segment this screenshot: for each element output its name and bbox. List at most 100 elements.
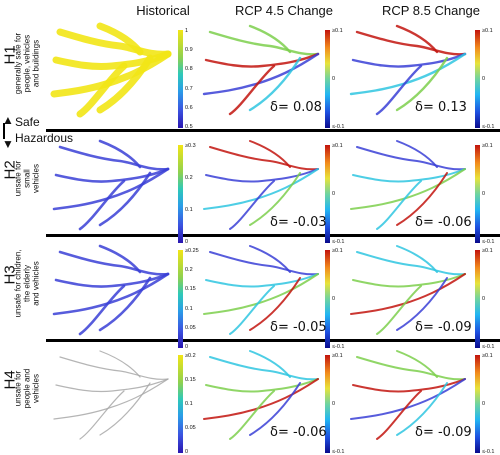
colorbar-tick-label: ≤-0.1 bbox=[332, 124, 345, 130]
river-branch bbox=[210, 252, 318, 274]
river-branch bbox=[357, 357, 465, 379]
colorbar-tick-label: 0.7 bbox=[185, 86, 193, 92]
river-branch bbox=[210, 32, 318, 54]
colorbar-tick-label: 0.05 bbox=[185, 325, 196, 331]
row-description-h3: unsafe for children, the elderly and vehic… bbox=[14, 249, 41, 319]
delta-value-rcp45: δ= -0.05 bbox=[270, 320, 327, 335]
row-description-line: unsafe for bbox=[14, 354, 23, 424]
river-branch bbox=[80, 391, 124, 439]
river-branch bbox=[60, 252, 168, 274]
row-description-h4: unsafe for people and vehicles bbox=[14, 354, 41, 424]
colorbar-tick-label: 0 bbox=[482, 296, 485, 302]
delta-value-rcp45: δ= -0.03 bbox=[270, 215, 327, 230]
colorbar-tick-label: ≤-0.1 bbox=[482, 344, 495, 350]
colorbar-h2-historical bbox=[178, 145, 183, 243]
colorbar-tick-label: ≥0.25 bbox=[185, 248, 199, 254]
colorbar-tick-label: 0 bbox=[482, 401, 485, 407]
safe-label: Safe bbox=[15, 115, 40, 129]
colorbar-h3-historical bbox=[178, 250, 183, 348]
colorbar-tick-label: ≥0.1 bbox=[482, 143, 493, 149]
row-description-line: small bbox=[23, 144, 32, 214]
row-description-line: unsafe for bbox=[14, 144, 23, 214]
colorbar-tick-label: ≥0.1 bbox=[332, 28, 343, 34]
row-description-h2: unsafe for small vehicles bbox=[14, 144, 41, 214]
colorbar-h3-rcp85 bbox=[475, 250, 480, 348]
colorbar-tick-label: 0 bbox=[185, 449, 188, 455]
colorbar-h2-rcp85 bbox=[475, 145, 480, 243]
colorbar-h1-rcp85 bbox=[475, 30, 480, 128]
colorbar-tick-label: ≥0.1 bbox=[482, 353, 493, 359]
river-branch bbox=[210, 147, 318, 169]
row-description-line: unsafe for children, bbox=[14, 249, 23, 319]
row-description-line: people and bbox=[23, 354, 32, 424]
map-panel-h4-historical bbox=[40, 343, 180, 443]
colorbar-tick-label: 0 bbox=[185, 239, 188, 245]
river-branch bbox=[210, 357, 318, 379]
colorbar-tick-label: ≥0.1 bbox=[332, 353, 343, 359]
river-branch bbox=[60, 147, 168, 169]
colorbar-tick-label: ≥0.1 bbox=[332, 248, 343, 254]
river-branch bbox=[230, 181, 274, 229]
river-branch bbox=[100, 351, 140, 377]
delta-value-rcp45: δ= 0.08 bbox=[270, 100, 322, 115]
colorbar-tick-label: 0 bbox=[332, 76, 335, 82]
map-panel-h1-historical bbox=[40, 18, 180, 118]
colorbar-tick-label: ≥0.3 bbox=[185, 143, 196, 149]
colorbar-tick-label: 0.2 bbox=[185, 175, 193, 181]
river-branch bbox=[357, 252, 465, 274]
separator-row3-row4 bbox=[46, 339, 500, 342]
colorbar-tick-label: ≥0.1 bbox=[332, 143, 343, 149]
map-panel-h3-historical bbox=[40, 238, 180, 338]
colorbar-tick-label: 0 bbox=[482, 76, 485, 82]
colorbar-tick-label: 0.15 bbox=[185, 377, 196, 383]
delta-value-rcp85: δ= -0.06 bbox=[415, 215, 472, 230]
colorbar-tick-label: 0.1 bbox=[185, 306, 193, 312]
colorbar-tick-label: 0.15 bbox=[185, 286, 196, 292]
separator-safe-hazard bbox=[46, 129, 500, 132]
row-description-h1: generally safe for people, vehicles and bu… bbox=[14, 29, 41, 99]
colorbar-tick-label: 0.2 bbox=[185, 267, 193, 273]
column-title-rcp85: RCP 8.5 Change bbox=[356, 3, 500, 18]
colorbar-tick-label: 0 bbox=[332, 296, 335, 302]
map-panel-h2-historical bbox=[40, 133, 180, 233]
colorbar-tick-label: ≤-0.1 bbox=[332, 449, 345, 455]
separator-row2-row3 bbox=[46, 234, 500, 237]
river-branch bbox=[357, 147, 465, 169]
row-description-line: the elderly bbox=[23, 249, 32, 319]
colorbar-h1-historical bbox=[178, 30, 183, 128]
river-branch bbox=[230, 391, 274, 439]
colorbar-tick-label: ≤-0.1 bbox=[482, 239, 495, 245]
delta-value-rcp85: δ= 0.13 bbox=[415, 100, 467, 115]
colorbar-tick-label: ≥0.2 bbox=[185, 353, 196, 359]
river-branch bbox=[230, 286, 274, 334]
delta-value-rcp85: δ= -0.09 bbox=[415, 320, 472, 335]
colorbar-tick-label: 0.9 bbox=[185, 47, 193, 53]
colorbar-h4-historical bbox=[178, 355, 183, 453]
colorbar-tick-label: ≤-0.1 bbox=[482, 449, 495, 455]
colorbar-tick-label: 0.6 bbox=[185, 105, 193, 111]
colorbar-h4-rcp85 bbox=[475, 355, 480, 453]
colorbar-tick-label: 0.5 bbox=[185, 124, 193, 130]
colorbar-tick-label: 0.1 bbox=[185, 401, 193, 407]
delta-value-rcp85: δ= -0.09 bbox=[415, 425, 472, 440]
colorbar-tick-label: 0 bbox=[332, 191, 335, 197]
colorbar-tick-label: 0 bbox=[332, 401, 335, 407]
colorbar-tick-label: 0.05 bbox=[185, 425, 196, 431]
colorbar-tick-label: ≥0.1 bbox=[482, 248, 493, 254]
colorbar-tick-label: ≥0.1 bbox=[482, 28, 493, 34]
colorbar-tick-label: 0.8 bbox=[185, 66, 193, 72]
colorbar-tick-label: 1 bbox=[185, 28, 188, 34]
row-description-line: generally safe for bbox=[14, 29, 23, 99]
colorbar-h1-rcp45 bbox=[325, 30, 330, 128]
column-title-rcp45: RCP 4.5 Change bbox=[209, 3, 359, 18]
hazard-arrow-icon: ▼ bbox=[2, 137, 14, 151]
delta-value-rcp45: δ= -0.06 bbox=[270, 425, 327, 440]
colorbar-tick-label: 0 bbox=[185, 344, 188, 350]
river-branch bbox=[60, 357, 168, 379]
colorbar-tick-label: ≤-0.1 bbox=[482, 124, 495, 130]
colorbar-tick-label: 0.1 bbox=[185, 207, 193, 213]
river-branch bbox=[357, 32, 465, 54]
colorbar-tick-label: 0 bbox=[482, 191, 485, 197]
row-description-line: people, vehicles bbox=[23, 29, 32, 99]
divider-arrow-shaft bbox=[3, 123, 5, 139]
